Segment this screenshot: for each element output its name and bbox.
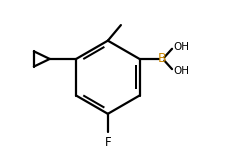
Text: OH: OH [174, 66, 190, 76]
Text: B: B [158, 52, 166, 65]
Text: OH: OH [174, 42, 190, 52]
Text: F: F [105, 136, 111, 149]
